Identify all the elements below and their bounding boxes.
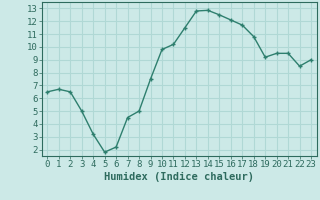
X-axis label: Humidex (Indice chaleur): Humidex (Indice chaleur) [104, 172, 254, 182]
